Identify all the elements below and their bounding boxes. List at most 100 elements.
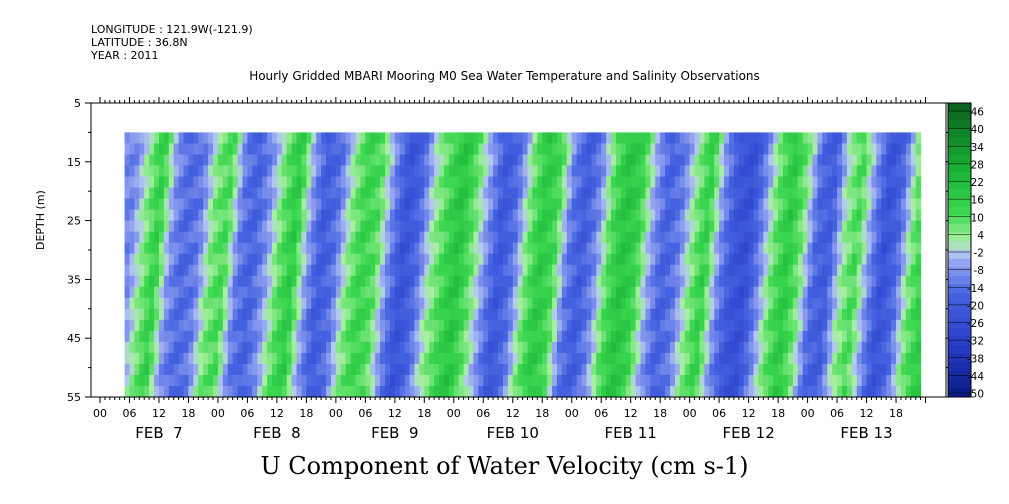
heatmap-cell	[286, 220, 293, 233]
heatmap-cell	[463, 297, 470, 310]
heatmap-cell	[360, 275, 366, 288]
heatmap-cell	[291, 187, 298, 200]
heatmap-cell	[409, 132, 416, 145]
colorbar-label: 16	[971, 195, 985, 207]
heatmap-cell	[699, 297, 705, 310]
heatmap-cell	[846, 242, 853, 255]
heatmap-cell	[846, 132, 853, 145]
heatmap-cell	[512, 132, 519, 145]
heatmap-cell	[871, 385, 877, 398]
heatmap-cell	[306, 264, 312, 277]
heatmap-cell	[724, 176, 730, 189]
heatmap-cell	[198, 154, 204, 167]
heatmap-cell	[817, 231, 823, 244]
heatmap-cell	[271, 176, 278, 189]
heatmap-cell	[581, 242, 588, 255]
heatmap-cell	[655, 275, 661, 288]
heatmap-cell	[881, 341, 887, 354]
x-hour-label: 18	[771, 407, 785, 420]
heatmap-cell	[168, 143, 175, 156]
heatmap-cell	[724, 319, 730, 332]
heatmap-cell	[709, 165, 715, 178]
heatmap-cell	[552, 275, 558, 288]
heatmap-cell	[340, 154, 347, 167]
heatmap-cell	[846, 385, 853, 398]
heatmap-cell	[625, 308, 632, 321]
heatmap-cell	[512, 341, 519, 354]
heatmap-cell	[620, 198, 627, 211]
heatmap-cell	[812, 286, 819, 299]
heatmap-cell	[193, 154, 199, 167]
heatmap-cell	[512, 286, 519, 299]
heatmap-cell	[763, 385, 769, 398]
heatmap-cell	[208, 374, 214, 387]
heatmap-cell	[728, 154, 735, 167]
heatmap-cell	[144, 352, 150, 365]
heatmap-cell	[787, 297, 794, 310]
heatmap-cell	[807, 308, 814, 321]
heatmap-cell	[394, 176, 401, 189]
heatmap-cell	[556, 308, 563, 321]
colorbar-bin	[948, 146, 971, 156]
heatmap-cell	[783, 352, 789, 365]
heatmap-cell	[188, 198, 194, 211]
heatmap-cell	[891, 385, 897, 398]
heatmap-cell	[193, 363, 199, 376]
heatmap-cell	[217, 330, 224, 343]
heatmap-cell	[370, 231, 376, 244]
heatmap-cell	[370, 198, 376, 211]
heatmap-cell	[217, 319, 224, 332]
heatmap-cell	[124, 363, 131, 376]
heatmap-cell	[473, 132, 479, 145]
heatmap-cell	[311, 374, 317, 387]
heatmap-cell	[684, 385, 691, 398]
heatmap-cell	[915, 264, 922, 277]
heatmap-cell	[807, 176, 814, 189]
heatmap-cell	[556, 363, 563, 376]
heatmap-cell	[655, 374, 661, 387]
heatmap-cell	[271, 363, 278, 376]
heatmap-cell	[502, 165, 509, 178]
heatmap-cell	[335, 165, 342, 178]
heatmap-cell	[385, 264, 391, 277]
heatmap-cell	[645, 187, 651, 200]
heatmap-cell	[365, 176, 371, 189]
heatmap-cell	[837, 286, 843, 299]
heatmap-cell	[168, 385, 175, 398]
heatmap-cell	[183, 220, 190, 233]
heatmap-cell	[650, 264, 656, 277]
heatmap-cell	[846, 176, 853, 189]
heatmap-cell	[886, 264, 892, 277]
colorbar-label: 22	[971, 177, 984, 189]
heatmap-cell	[596, 330, 602, 343]
heatmap-cell	[163, 220, 170, 233]
heatmap-cell	[271, 187, 278, 200]
heatmap-cell	[728, 363, 735, 376]
heatmap-cell	[168, 286, 175, 299]
heatmap-cell	[154, 198, 160, 211]
heatmap-cell	[797, 264, 804, 277]
heatmap-cell	[611, 286, 617, 299]
heatmap-cell	[625, 374, 632, 387]
heatmap-cell	[910, 187, 917, 200]
heatmap-cell	[257, 187, 263, 200]
heatmap-cell	[556, 231, 563, 244]
heatmap-cell	[242, 231, 249, 244]
heatmap-cell	[615, 198, 622, 211]
heatmap-cell	[188, 187, 194, 200]
heatmap-cell	[193, 297, 199, 310]
heatmap-cell	[792, 209, 799, 222]
heatmap-cell	[743, 330, 750, 343]
heatmap-cell	[271, 132, 278, 145]
heatmap-cell	[355, 264, 362, 277]
heatmap-cell	[866, 275, 873, 288]
heatmap-cell	[345, 341, 352, 354]
heatmap-cell	[763, 242, 769, 255]
heatmap-cell	[129, 231, 135, 244]
heatmap-cell	[807, 385, 814, 398]
heatmap-cell	[350, 209, 357, 222]
heatmap-cell	[596, 385, 602, 398]
heatmap-cell	[178, 231, 185, 244]
heatmap-cell	[360, 352, 366, 365]
heatmap-cell	[281, 132, 288, 145]
